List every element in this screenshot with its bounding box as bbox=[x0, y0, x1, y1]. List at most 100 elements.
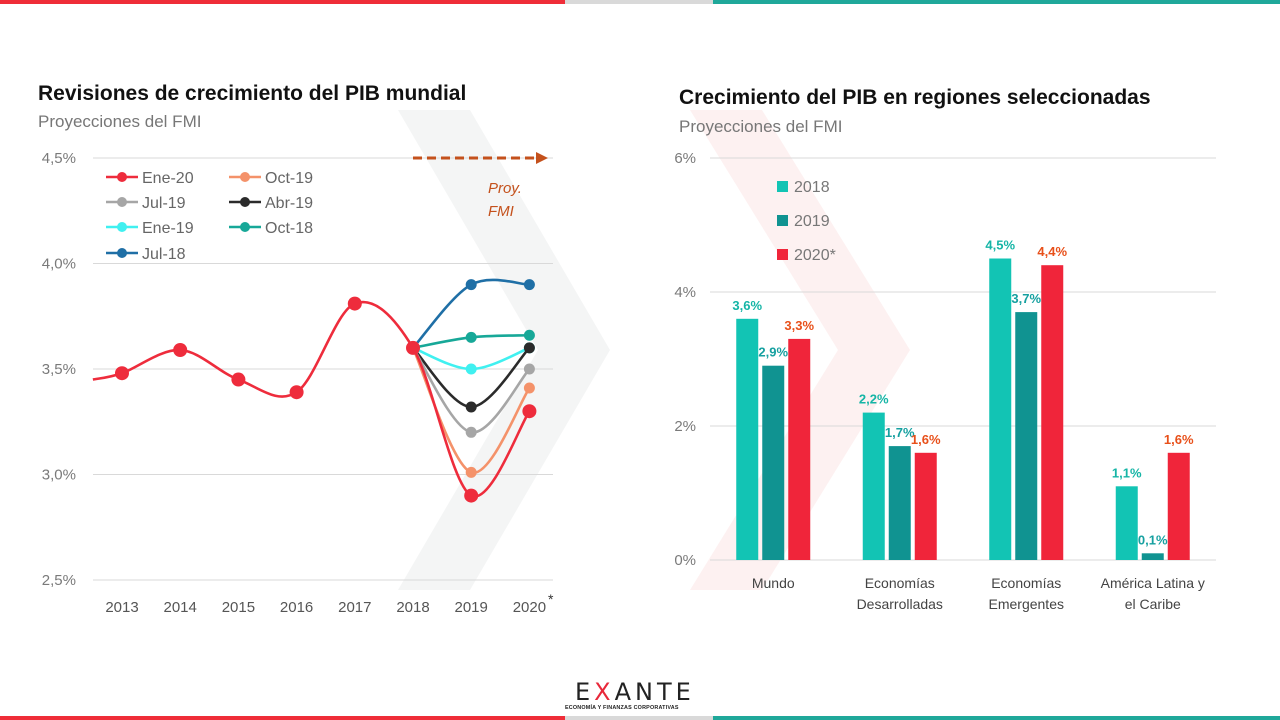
line-y-tick-label: 4,5% bbox=[42, 150, 76, 167]
line-point bbox=[465, 401, 477, 413]
line-point bbox=[115, 366, 129, 381]
legend-label: Abr-19 bbox=[265, 195, 313, 212]
top-accent-bar bbox=[0, 0, 1280, 4]
line-x-tick-label: 2018 bbox=[396, 599, 429, 616]
line-point bbox=[464, 488, 479, 503]
line-x-tick-label: 2017 bbox=[338, 599, 371, 616]
bar-category-label: Economías bbox=[991, 575, 1061, 591]
right-chart-subtitle: Proyecciones del FMI bbox=[679, 117, 843, 136]
line-series-ene-20 bbox=[92, 300, 531, 498]
line-point bbox=[173, 343, 188, 358]
line-point bbox=[523, 329, 535, 341]
bar-data-label: 1,6% bbox=[1164, 432, 1194, 447]
bar-legend-label: 2019 bbox=[794, 213, 830, 230]
line-x-tick-label: 2015 bbox=[222, 599, 255, 616]
line-point bbox=[523, 342, 535, 354]
line-point bbox=[465, 331, 477, 343]
line-y-tick-label: 4,0% bbox=[42, 256, 76, 273]
bar-data-label: 3,6% bbox=[732, 298, 762, 313]
bar-category-label: Mundo bbox=[752, 575, 795, 591]
bottom-accent-bar bbox=[0, 716, 1280, 720]
legend-marker bbox=[117, 197, 127, 207]
bar-y-tick-label: 0% bbox=[674, 552, 696, 569]
bar-data-label: 1,6% bbox=[911, 432, 941, 447]
logo-tagline: ECONOMÍA Y FINANZAS CORPORATIVAS bbox=[565, 705, 679, 711]
bottom-accent-teal bbox=[713, 716, 1280, 720]
line-point bbox=[465, 363, 477, 375]
legend-label: Oct-19 bbox=[265, 170, 313, 187]
line-point bbox=[347, 296, 362, 311]
line-point bbox=[406, 340, 420, 355]
bar-category-label: Economías bbox=[865, 575, 935, 591]
bar-2018-3 bbox=[1115, 486, 1138, 560]
legend-label: Oct-18 bbox=[265, 220, 313, 237]
bar-data-label: 2,2% bbox=[859, 392, 889, 407]
legend-label: Ene-20 bbox=[142, 170, 194, 187]
bar-2019-1 bbox=[888, 446, 911, 560]
top-accent-gray bbox=[565, 0, 713, 4]
line-x-tick-label: 2020 bbox=[513, 599, 546, 616]
line-y-tick-label: 3,5% bbox=[42, 361, 76, 378]
bar-2020-3 bbox=[1167, 452, 1190, 560]
bar-legend-swatch bbox=[777, 215, 788, 226]
bar-category-label: Desarrolladas bbox=[857, 596, 943, 612]
line-point bbox=[523, 382, 535, 394]
line-x-tick-label: 2016 bbox=[280, 599, 313, 616]
projection-arrow-head bbox=[536, 152, 548, 164]
bar-2020-1 bbox=[914, 452, 937, 560]
line-point bbox=[465, 279, 477, 291]
bar-2018-2 bbox=[989, 258, 1012, 560]
line-y-tick-label: 3,0% bbox=[42, 467, 76, 484]
bar-2019-0 bbox=[762, 365, 785, 560]
bar-legend-label: 2020* bbox=[794, 247, 836, 264]
line-point bbox=[289, 385, 304, 400]
legend-marker bbox=[117, 172, 127, 182]
bar-data-label: 3,7% bbox=[1011, 291, 1041, 306]
line-point bbox=[523, 279, 535, 291]
projection-label-line1: Proy. bbox=[488, 180, 522, 197]
left-chart-subtitle: Proyecciones del FMI bbox=[38, 112, 202, 131]
bar-data-label: 2,9% bbox=[758, 345, 788, 360]
line-point bbox=[231, 372, 246, 387]
bar-2018-0 bbox=[736, 318, 759, 560]
line-x-tick-label: 2013 bbox=[105, 599, 138, 616]
bar-chart: 0%2%4%6%3,6%2,9%3,3%Mundo2,2%1,7%1,6%Eco… bbox=[674, 150, 1216, 612]
line-point bbox=[465, 466, 477, 478]
line-point bbox=[522, 404, 537, 419]
bottom-accent-gray bbox=[565, 716, 713, 720]
exante-logo: EXANTE ECONOMÍA Y FINANZAS CORPORATIVAS bbox=[560, 676, 720, 716]
bar-y-tick-label: 6% bbox=[674, 150, 696, 167]
bar-category-label: América Latina y bbox=[1101, 575, 1205, 591]
bar-2020-0 bbox=[788, 338, 811, 560]
line-footnote-mark: * bbox=[548, 591, 554, 607]
line-point bbox=[523, 363, 535, 375]
right-chart-title: Crecimiento del PIB en regiones seleccio… bbox=[679, 86, 1151, 109]
line-point bbox=[465, 426, 477, 438]
legend-marker bbox=[240, 197, 250, 207]
bar-2018-1 bbox=[862, 412, 885, 560]
bar-data-label: 4,4% bbox=[1037, 244, 1067, 259]
bar-category-label: el Caribe bbox=[1125, 596, 1181, 612]
legend-label: Jul-19 bbox=[142, 195, 186, 212]
legend-label: Jul-18 bbox=[142, 246, 186, 263]
bar-legend-swatch bbox=[777, 181, 788, 192]
legend-marker bbox=[240, 172, 250, 182]
line-y-tick-label: 2,5% bbox=[42, 572, 76, 589]
legend-marker bbox=[117, 248, 127, 258]
bar-data-label: 4,5% bbox=[985, 238, 1015, 253]
bar-data-label: 1,1% bbox=[1112, 465, 1142, 480]
bottom-accent-red bbox=[0, 716, 565, 720]
bar-y-tick-label: 2% bbox=[674, 418, 696, 435]
projection-label-line2: FMI bbox=[488, 203, 514, 220]
bar-2020-2 bbox=[1041, 265, 1064, 560]
legend-marker bbox=[240, 222, 250, 232]
line-x-tick-label: 2014 bbox=[164, 599, 197, 616]
bar-2019-2 bbox=[1015, 312, 1038, 560]
bar-legend-label: 2018 bbox=[794, 179, 830, 196]
top-accent-red bbox=[0, 0, 565, 4]
legend-label: Ene-19 bbox=[142, 220, 194, 237]
legend-marker bbox=[117, 222, 127, 232]
line-chart: 2,5% 3,0% 3,5% 4,0% 4,5% 2013 2014 2015 2016 2017… bbox=[42, 150, 554, 616]
top-accent-teal bbox=[713, 0, 1280, 4]
left-chart-title: Revisiones de crecimiento del PIB mundia… bbox=[38, 82, 467, 105]
